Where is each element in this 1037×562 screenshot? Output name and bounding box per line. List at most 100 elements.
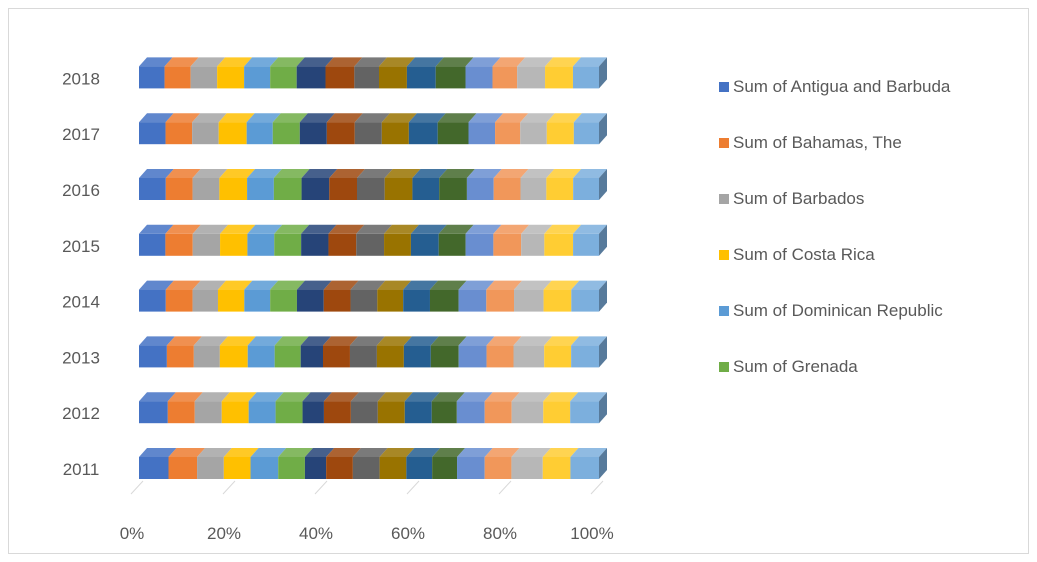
bar-segment xyxy=(323,392,359,424)
bar-segment xyxy=(274,224,310,256)
bar-segment xyxy=(465,224,502,256)
legend-item: Sum of Barbados xyxy=(719,189,864,208)
bar-row-2014 xyxy=(139,280,607,312)
bar-segment xyxy=(438,224,474,256)
bar-segment xyxy=(352,448,388,479)
bar-segment xyxy=(192,113,227,145)
bar-segment xyxy=(546,113,582,145)
bar-segment xyxy=(139,392,176,424)
bar-segment xyxy=(166,336,202,368)
bar-segment xyxy=(543,392,579,424)
bar-segment xyxy=(273,169,310,200)
bar-segment xyxy=(165,280,201,312)
bar-segment xyxy=(165,113,201,145)
legend-label: Sum of Costa Rica xyxy=(733,245,875,264)
bar-segment xyxy=(139,224,174,256)
bar-segment xyxy=(301,169,338,200)
bar-segment xyxy=(192,169,228,200)
x-tick-label: 100% xyxy=(570,524,613,543)
bar-segment xyxy=(328,224,365,256)
bar-segment xyxy=(429,280,467,312)
bar-segment xyxy=(219,169,256,200)
bar-segment xyxy=(412,169,448,200)
legend-swatch xyxy=(719,306,729,316)
bar-segment xyxy=(270,280,305,312)
bar-segment xyxy=(192,280,226,312)
bar-segment xyxy=(456,392,493,424)
bar-segment xyxy=(192,224,229,256)
bar-segment xyxy=(139,57,173,89)
bar-segment xyxy=(410,224,447,256)
legend-item: Sum of Dominican Republic xyxy=(719,301,943,320)
y-tick-label: 2014 xyxy=(62,293,100,312)
x-gridline xyxy=(498,480,512,495)
bar-row-2018 xyxy=(139,57,607,89)
bar-segment xyxy=(439,169,475,200)
bar-segment xyxy=(220,224,256,256)
bar-segment xyxy=(571,336,607,368)
bar-segment xyxy=(377,392,413,424)
legend-item: Sum of Antigua and Barbuda xyxy=(719,77,951,96)
legend-label: Sum of Bahamas, The xyxy=(733,133,902,152)
legend-label: Sum of Antigua and Barbuda xyxy=(733,77,951,96)
bar-segment xyxy=(218,113,255,145)
bar-segment xyxy=(520,113,555,145)
y-tick-label: 2015 xyxy=(62,237,100,256)
bar-segment xyxy=(304,448,335,479)
bar-segment xyxy=(520,169,555,200)
bar-segment xyxy=(384,224,419,256)
bar-row-2015 xyxy=(139,224,607,256)
x-gridline xyxy=(314,480,328,495)
bar-segment xyxy=(223,448,259,479)
bar-segment xyxy=(493,224,530,256)
x-gridline xyxy=(222,480,236,495)
bar-segment xyxy=(379,448,415,479)
y-tick-label: 2016 xyxy=(62,181,100,200)
bar-segment xyxy=(323,336,358,368)
bar-segment xyxy=(511,392,552,424)
bar-segment xyxy=(484,392,520,424)
y-tick-label: 2011 xyxy=(63,460,100,479)
bar-segment xyxy=(326,448,361,479)
legend-swatch xyxy=(719,138,729,148)
bar-segment xyxy=(356,224,393,256)
bar-segment xyxy=(511,448,551,479)
legend-label: Sum of Barbados xyxy=(733,189,864,208)
bar-segment xyxy=(247,224,283,256)
bar-segment xyxy=(403,336,439,368)
bar-segment xyxy=(404,392,440,424)
x-tick-label: 80% xyxy=(483,524,517,543)
legend-label: Sum of Dominican Republic xyxy=(733,301,943,320)
bar-segment xyxy=(458,336,495,368)
bar-segment xyxy=(430,336,467,368)
bar-segment xyxy=(403,280,438,312)
bar-segment xyxy=(572,57,607,89)
bar-segment xyxy=(244,57,279,89)
bar-row-2013 xyxy=(139,336,607,368)
bar-segment xyxy=(139,113,174,145)
legend-swatch xyxy=(719,82,729,92)
x-gridline xyxy=(130,480,144,495)
bar-segment xyxy=(244,280,279,312)
bar-segment xyxy=(408,113,446,145)
bar-segment xyxy=(274,336,309,368)
bar-segment xyxy=(302,392,332,424)
chart-area: 0% 20% 40% 60% 80% 100% 2011 2012 2013 2014 2015 2… xyxy=(8,8,1029,554)
bar-segment xyxy=(486,336,522,368)
bar-segment xyxy=(377,280,412,312)
bar-segment xyxy=(573,224,607,256)
bar-segment xyxy=(190,57,226,89)
bar-segment xyxy=(466,169,502,200)
x-gridline xyxy=(590,480,604,495)
bar-segment xyxy=(139,169,174,200)
bar-segment xyxy=(350,392,386,424)
bar-segment xyxy=(165,169,201,200)
bar-segment xyxy=(513,336,553,368)
bar-segment xyxy=(495,113,529,145)
bar-segment xyxy=(323,280,359,312)
bar-segment xyxy=(514,280,552,312)
bar-segment xyxy=(570,448,607,479)
bars xyxy=(139,57,607,479)
bar-segment xyxy=(270,57,305,89)
x-tick-label: 60% xyxy=(391,524,425,543)
